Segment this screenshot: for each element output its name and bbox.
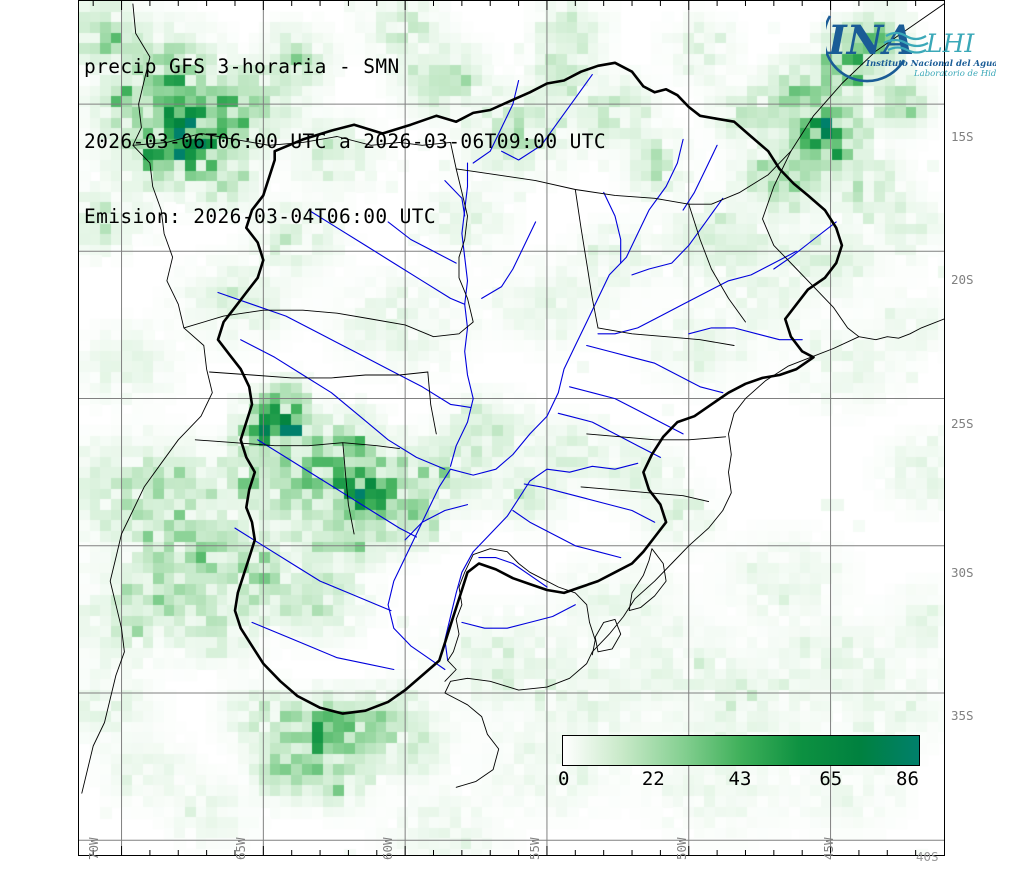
logo-secondary-text: LHI [925,29,975,58]
la-plata-basin-boundary [216,61,844,715]
trib-chaco-1 [387,221,457,264]
santa-maria-river [512,509,622,559]
rio-grande [631,197,724,276]
state-line-6 [688,203,746,323]
trib-sp-1 [688,327,803,341]
province-line-3 [342,442,355,535]
colorbar-tick-65: 65 [819,768,843,790]
trib-ms-2 [481,221,537,299]
lon-label-45w: 45W [821,837,836,860]
rio-negro-uy-lower [461,604,576,629]
province-line-4 [427,371,437,435]
colorbar-gradient [562,735,920,766]
lagoa-dos-patos [628,548,667,612]
rio-quinto [251,621,395,671]
axis-tick-marks [92,1,917,855]
colorbar-tick-0: 0 [558,768,570,790]
salado-norte-river [257,439,418,538]
logo-secondary-subtitle: Laboratorio de Hidrologia [913,69,996,79]
lat-label-30s: 30S [951,565,974,580]
state-line-2 [574,189,599,329]
lon-label-55w: 55W [527,837,542,860]
basin-boundary-layer [216,61,844,715]
ijui-river [523,483,656,523]
tiete-river [597,250,798,335]
logo-primary-subtitle: Instituto Nacional del Agua [865,59,996,69]
uruguay-river [444,462,639,662]
uruguay-border [444,548,596,682]
bolivia-brazil-border [132,133,468,258]
state-line-3 [597,327,735,346]
colorbar-tick-22: 22 [641,768,665,790]
province-line-1 [209,371,429,379]
rio-negro-uy [478,557,548,588]
bolivia-paraguay-argentina-border [183,256,474,338]
trib-go-1 [682,144,718,211]
lon-label-50w: 50W [674,837,689,860]
chart-title-block: precip GFS 3-horaria - SMN 2026-03-06T06… [84,4,606,279]
title-line-variable: precip GFS 3-horaria - SMN [84,55,400,78]
colorbar-legend: 0 22 43 65 86 [558,735,920,790]
trib-corrientes [404,504,469,541]
lon-label-60w: 60W [380,837,395,860]
ivai-river [586,344,724,394]
map-plot-area [78,0,945,856]
colorbar-tick-86: 86 [896,768,919,790]
title-line-valid-period: 2026-03-06T06:00 UTC a 2026-03-06T09:00 … [84,130,607,153]
colorbar-tick-43: 43 [728,768,752,790]
lon-label-70w: 70W [86,837,101,860]
coastline-south-east [444,336,860,788]
lon-label-65w: 65W [233,837,248,860]
state-line-5 [580,486,710,503]
axis-corner-label: 40S [916,849,939,864]
iguazu-upper [569,386,684,435]
lat-label-25s: 25S [951,416,974,431]
trib-mg-1 [773,221,837,270]
andes-western-border [81,3,213,794]
map-vector-layer [79,1,944,855]
river-network-layer [217,74,837,671]
state-line-7 [688,150,792,205]
lat-label-20s: 20S [951,272,974,287]
trib-pantanal-w [444,180,466,217]
title-line-emission: Emision: 2026-03-04T06:00 UTC [84,205,437,228]
coastline-north-east [762,3,944,341]
state-line-4 [586,433,727,441]
pilcomayo-river [217,291,471,408]
rio-tercero [234,527,392,612]
sao-lourenco-river [501,74,593,161]
parana-river [387,138,684,671]
colorbar-tick-labels: 0 22 43 65 86 [558,766,920,790]
lagoa-mirim [594,618,622,653]
lat-label-15s: 15S [951,129,974,144]
ina-lhi-logo: INA LHI Instituto Nacional del Agua Labo… [822,6,1024,88]
iguazu-river [557,412,661,458]
lat-label-35s: 35S [951,708,974,723]
cuiaba-river [472,79,520,164]
pilcomayo-upper [308,209,466,305]
administrative-boundaries-layer [81,3,944,794]
bermejo-river [240,339,446,470]
logo-water-waves-icon [883,31,929,54]
trib-ms-1 [603,191,622,264]
map-gridlines [79,1,944,855]
province-line-2 [194,439,400,450]
precipitation-heatmap-layer [79,1,944,855]
